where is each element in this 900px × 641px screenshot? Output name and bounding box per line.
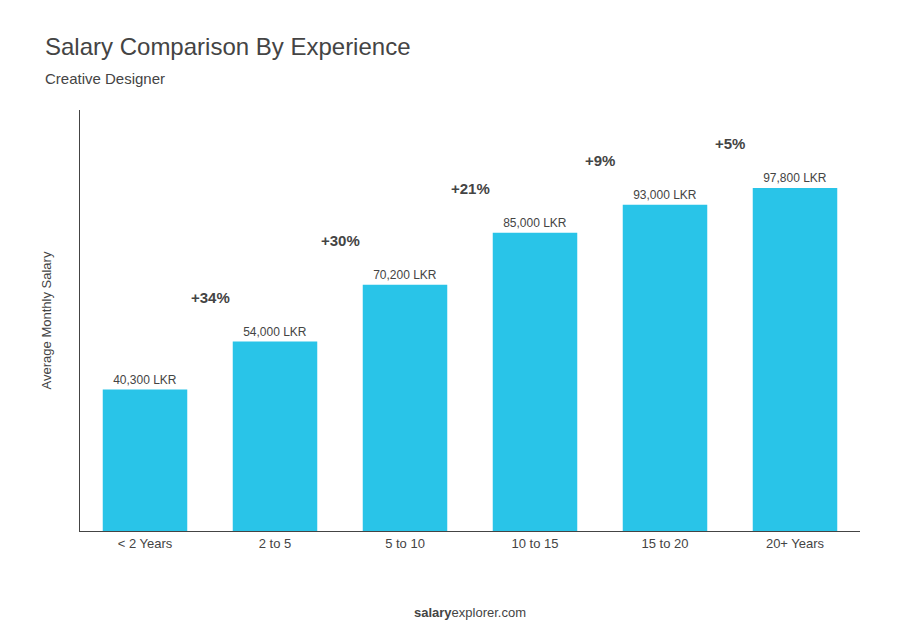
svg-text:< 2 Years: < 2 Years <box>118 536 173 551</box>
svg-text:Salary Comparison By Experienc: Salary Comparison By Experience <box>45 33 411 60</box>
svg-text:+30%: +30% <box>321 232 360 249</box>
svg-text:5 to 10: 5 to 10 <box>385 536 425 551</box>
svg-text:+21%: +21% <box>451 180 490 197</box>
svg-text:40,300 LKR: 40,300 LKR <box>113 373 177 387</box>
svg-text:97,800 LKR: 97,800 LKR <box>763 171 827 185</box>
svg-text:2 to 5: 2 to 5 <box>259 536 292 551</box>
svg-text:70,200 LKR: 70,200 LKR <box>373 268 437 282</box>
svg-text:Average Monthly Salary: Average Monthly Salary <box>39 251 54 389</box>
svg-text:+5%: +5% <box>715 135 745 152</box>
svg-text:+9%: +9% <box>585 152 615 169</box>
svg-text:85,000 LKR: 85,000 LKR <box>503 216 567 230</box>
svg-text:+34%: +34% <box>191 289 230 306</box>
svg-text:15 to 20: 15 to 20 <box>642 536 689 551</box>
svg-text:salaryexplorer.com: salaryexplorer.com <box>414 605 526 620</box>
svg-text:10 to 15: 10 to 15 <box>512 536 559 551</box>
svg-text:20+ Years: 20+ Years <box>766 536 825 551</box>
svg-text:93,000 LKR: 93,000 LKR <box>633 188 697 202</box>
svg-text:54,000 LKR: 54,000 LKR <box>243 325 307 339</box>
svg-text:Creative Designer: Creative Designer <box>45 70 165 87</box>
